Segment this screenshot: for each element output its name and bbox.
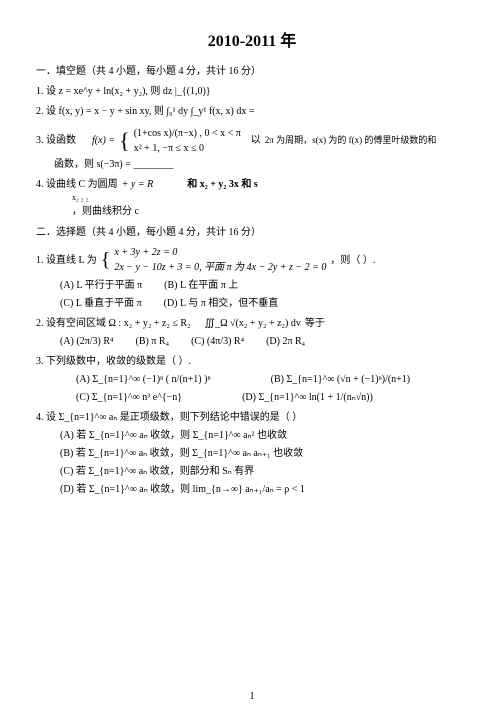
q2-4-row1: (A) 若 Σ_{n=1}^∞ aₙ 收敛，则 Σ_{n=1}^∞ aₙ² 也收… xyxy=(60,425,468,461)
brace-icon: { xyxy=(119,124,130,157)
q1-1: 1. 设 z = xe^y + ln(x₂ + y₂), 则 dz |_{(1,… xyxy=(36,84,468,99)
section-1-heading: 一．填空题（共 4 小题，每小题 4 分，共计 16 分） xyxy=(36,64,468,79)
q1-3-tail2: 2π 为周期，s(x) 为的 f(x) 的傅里叶级数的和 xyxy=(265,134,437,148)
q2-1-choices: (A) L 平行于平面 π (B) L 在平面 π 上 xyxy=(60,275,468,293)
q2-1-tail: ，则（ ）. xyxy=(330,253,375,268)
q2-4-lead: 4. 设 Σ_{n=1}^∞ aₙ 是正项级数，则下列结论中错误的是（ ） xyxy=(36,412,302,423)
q2-3-lead: 3. 下列级数中，收敛的级数是（ ）. xyxy=(36,356,191,367)
q2-2-choices: (A) (2π/3) R⁴ (B) π R₄ (C) (4π/3) R⁴ (D)… xyxy=(60,331,468,349)
q2-1: 1. 设直线 L 为 { x + 3y + 2z = 0 2x − y − 10… xyxy=(36,245,468,275)
q1-4: 4. 设曲线 C 为圆周 + y = R 和 x₂ + y₂ 3x 和 s xyxy=(36,177,468,192)
q2-4-B: (B) 若 Σ_{n=1}^∞ aₙ 收敛，则 Σ_{n=1}^∞ aₙ aₙ₊… xyxy=(60,446,303,461)
q1-3: 3. 设函数 f(x) = { (1+cos x)/(π−x) , 0 < x … xyxy=(36,124,468,157)
q2-3-A: (A) Σ_{n=1}^∞ (−1)ⁿ ( n/(n+1) )ⁿ xyxy=(76,372,211,387)
q2-4-C: (C) 若 Σ_{n=1}^∞ aₙ 收敛，则部分和 Sₙ 有界 xyxy=(60,464,254,479)
q2-1-D: (D) L 与 π 相交，但不垂直 xyxy=(164,296,279,311)
q1-3-case1: (1+cos x)/(π−x) , 0 < x < π xyxy=(134,126,241,141)
q2-2-lead: 2. 设有空间区域 Ω : x₂ + y₂ + z₂ ≤ R₂ xyxy=(36,316,191,331)
q2-1-sys1: x + 3y + 2z = 0 xyxy=(114,245,326,260)
q1-2: 2. 设 f(x, y) = x − y + sin xy, 则 ∫₀¹ dy … xyxy=(36,104,468,119)
q2-2-tail: 等于 xyxy=(305,316,325,331)
q1-4-mid: 和 x₂ + y₂ 3x 和 s xyxy=(187,177,258,192)
q1-3-f: f(x) = xyxy=(92,133,115,148)
q1-3-case2: x² + 1, −π ≤ x ≤ 0 xyxy=(134,141,241,156)
q1-4-eq: + y = R xyxy=(122,177,154,192)
section-2: 二．选择题（共 4 小题，每小题 4 分，共计 16 分） 1. 设直线 L 为… xyxy=(36,225,468,497)
q2-3: 3. 下列级数中，收敛的级数是（ ）. xyxy=(36,354,468,369)
q2-1-C: (C) L 垂直于平面 π xyxy=(60,296,142,311)
q1-3-tail1: 以 xyxy=(251,133,261,148)
q1-4-tail: ，则曲线积分 c xyxy=(72,204,468,219)
q1-4-sub: x₂ ₂ ₂ xyxy=(72,192,468,204)
section-2-heading: 二．选择题（共 4 小题，每小题 4 分，共计 16 分） xyxy=(36,225,468,240)
q2-2-D: (D) 2π R₄ xyxy=(266,334,305,349)
page-number: 1 xyxy=(0,689,504,704)
brace-icon: { xyxy=(101,245,111,275)
q2-3-choices-2: (C) Σ_{n=1}^∞ n³ e^{−n} (D) Σ_{n=1}^∞ ln… xyxy=(76,387,468,405)
q1-3-cases: (1+cos x)/(π−x) , 0 < x < π x² + 1, −π ≤… xyxy=(134,126,241,156)
q2-4-A: (A) 若 Σ_{n=1}^∞ aₙ 收敛，则 Σ_{n=1}^∞ aₙ² 也收… xyxy=(60,428,287,443)
section-1: 一．填空题（共 4 小题，每小题 4 分，共计 16 分） 1. 设 z = x… xyxy=(36,64,468,219)
q2-4: 4. 设 Σ_{n=1}^∞ aₙ 是正项级数，则下列结论中错误的是（ ） xyxy=(36,410,468,425)
q2-1-sys2: 2x − y − 10z + 3 = 0, 平面 π 为 4x − 2y + z… xyxy=(114,260,326,275)
q2-1-lead: 1. 设直线 L 为 xyxy=(36,253,97,268)
q2-4-row2: (C) 若 Σ_{n=1}^∞ aₙ 收敛，则部分和 Sₙ 有界 (D) 若 Σ… xyxy=(60,461,468,497)
q1-1-text: 1. 设 z = xe^y + ln(x₂ + y₂), 则 dz |_{(1,… xyxy=(36,86,211,97)
q2-2: 2. 设有空间区域 Ω : x₂ + y₂ + z₂ ≤ R₂ ∭_Ω √(x₂… xyxy=(36,316,468,331)
q2-2-C: (C) (4π/3) R⁴ xyxy=(191,334,244,349)
q2-2-B: (B) π R₄ xyxy=(136,334,170,349)
q2-2-A: (A) (2π/3) R⁴ xyxy=(60,334,114,349)
page-title: 2010-2011 年 xyxy=(36,30,468,54)
q2-1-A: (A) L 平行于平面 π xyxy=(60,278,142,293)
q1-3-line2: 函数，则 s(−3π) = ________ xyxy=(54,157,468,172)
q1-4-lead: 4. 设曲线 C 为圆周 xyxy=(36,177,118,192)
q2-3-choices-1: (A) Σ_{n=1}^∞ (−1)ⁿ ( n/(n+1) )ⁿ (B) Σ_{… xyxy=(76,369,468,387)
q1-3-lead: 3. 设函数 xyxy=(36,133,76,148)
q2-1-sys: x + 3y + 2z = 0 2x − y − 10z + 3 = 0, 平面… xyxy=(114,245,326,275)
q2-1-B: (B) L 在平面 π 上 xyxy=(164,278,238,293)
q2-4-D: (D) 若 Σ_{n=1}^∞ aₙ 收敛，则 lim_{n→∞} aₙ₊₁/a… xyxy=(60,482,305,497)
q2-3-C: (C) Σ_{n=1}^∞ n³ e^{−n} xyxy=(76,390,182,405)
q2-2-int: ∭_Ω √(x₂ + y₂ + z₂) dv xyxy=(205,316,301,331)
q2-1-choices-2: (C) L 垂直于平面 π (D) L 与 π 相交，但不垂直 xyxy=(60,293,468,311)
q2-3-B: (B) Σ_{n=1}^∞ (√n + (−1)ⁿ)/(n+1) xyxy=(271,372,411,387)
q2-3-D: (D) Σ_{n=1}^∞ ln(1 + 1/(nₙ√n)) xyxy=(242,390,373,405)
q1-2-text: 2. 设 f(x, y) = x − y + sin xy, 则 ∫₀¹ dy … xyxy=(36,106,255,117)
